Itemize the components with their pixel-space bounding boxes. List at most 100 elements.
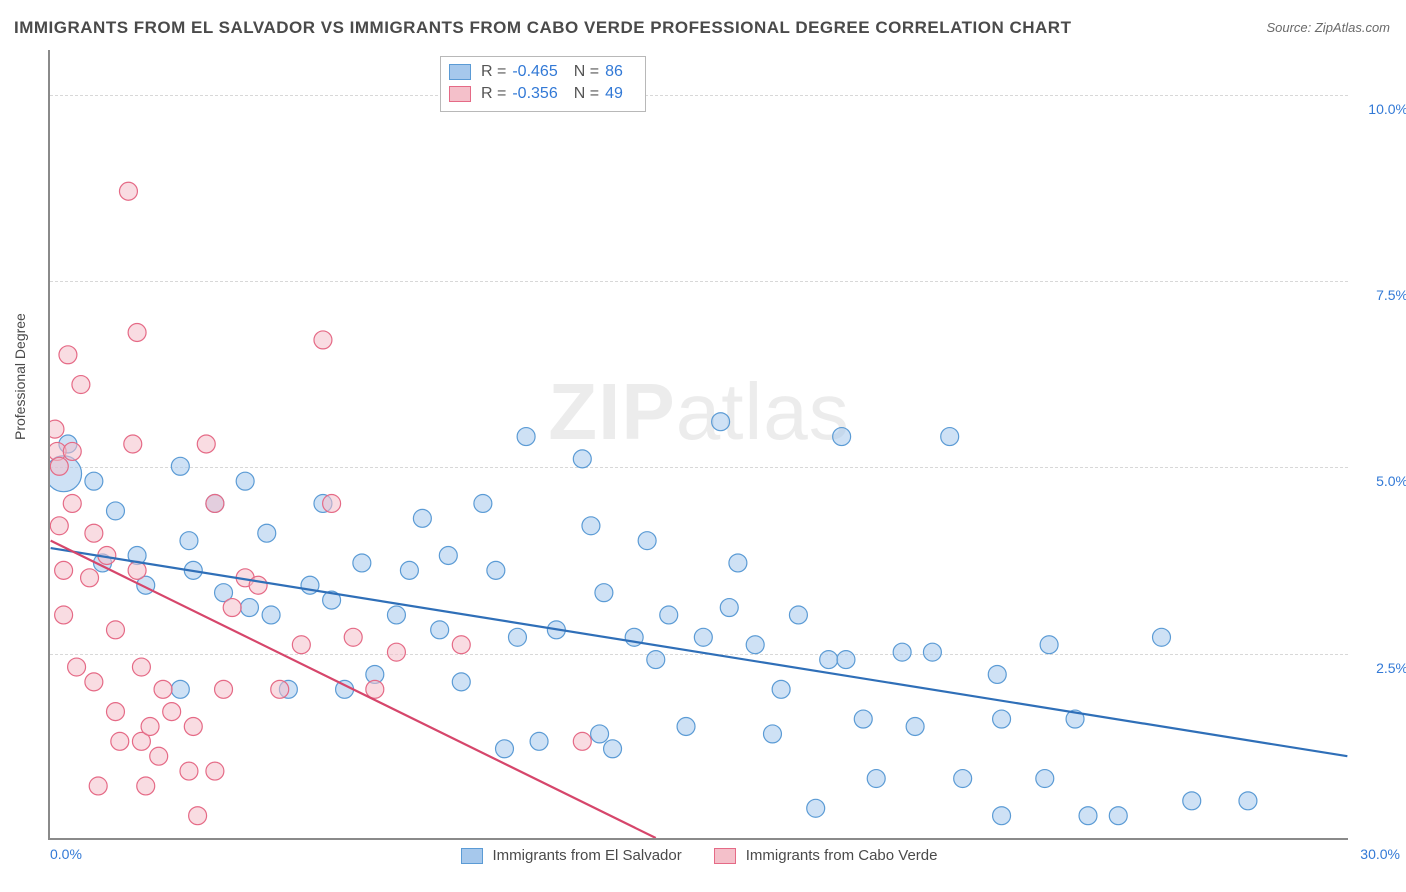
r-label: R = xyxy=(481,61,506,83)
y-tick-label: 2.5% xyxy=(1354,660,1406,676)
data-point xyxy=(923,643,941,661)
data-point xyxy=(941,428,959,446)
data-point xyxy=(595,584,613,602)
legend-stats-row: R = -0.356 N = 49 xyxy=(449,83,633,105)
data-point xyxy=(720,599,738,617)
data-point xyxy=(119,182,137,200)
data-point xyxy=(660,606,678,624)
data-point xyxy=(400,561,418,579)
legend-item-cabo-verde: Immigrants from Cabo Verde xyxy=(714,847,938,864)
data-point xyxy=(124,435,142,453)
data-point xyxy=(837,651,855,669)
data-point xyxy=(496,740,514,758)
data-point xyxy=(344,628,362,646)
data-point xyxy=(906,718,924,736)
data-point xyxy=(55,561,73,579)
data-point xyxy=(128,561,146,579)
data-point xyxy=(573,732,591,750)
data-point xyxy=(171,457,189,475)
plot-area: ZIPatlas 2.5%5.0%7.5%10.0% 0.0% 30.0% R … xyxy=(48,50,1348,840)
legend-bottom: Immigrants from El Salvador Immigrants f… xyxy=(50,847,1348,864)
data-point xyxy=(111,732,129,750)
plot-svg xyxy=(50,50,1348,838)
data-point xyxy=(81,569,99,587)
data-point xyxy=(1036,770,1054,788)
data-point xyxy=(63,442,81,460)
data-point xyxy=(582,517,600,535)
y-axis-label: Professional Degree xyxy=(12,313,28,440)
data-point xyxy=(530,732,548,750)
source-label: Source: ZipAtlas.com xyxy=(1266,20,1390,35)
data-point xyxy=(854,710,872,728)
data-point xyxy=(789,606,807,624)
data-point xyxy=(1040,636,1058,654)
data-point xyxy=(68,658,86,676)
data-point xyxy=(323,494,341,512)
chart-title: IMMIGRANTS FROM EL SALVADOR VS IMMIGRANT… xyxy=(14,18,1071,38)
data-point xyxy=(180,532,198,550)
data-point xyxy=(132,658,150,676)
r-label: R = xyxy=(481,83,506,105)
data-point xyxy=(712,413,730,431)
data-point xyxy=(353,554,371,572)
data-point xyxy=(591,725,609,743)
data-point xyxy=(292,636,310,654)
data-point xyxy=(833,428,851,446)
r-value-cabo-verde: -0.356 xyxy=(512,83,557,105)
data-point xyxy=(746,636,764,654)
data-point xyxy=(258,524,276,542)
data-point xyxy=(150,747,168,765)
data-point xyxy=(171,680,189,698)
n-label: N = xyxy=(574,83,599,105)
data-point xyxy=(893,643,911,661)
data-point xyxy=(638,532,656,550)
y-tick-label: 5.0% xyxy=(1354,473,1406,489)
data-point xyxy=(107,502,125,520)
data-point xyxy=(50,420,64,438)
legend-label-cabo-verde: Immigrants from Cabo Verde xyxy=(746,847,938,864)
data-point xyxy=(729,554,747,572)
data-point xyxy=(508,628,526,646)
data-point xyxy=(993,807,1011,825)
x-tick-max: 30.0% xyxy=(1360,846,1400,862)
data-point xyxy=(439,547,457,565)
swatch-cabo-verde xyxy=(449,86,471,102)
data-point xyxy=(413,509,431,527)
data-point xyxy=(206,494,224,512)
data-point xyxy=(1153,628,1171,646)
data-point xyxy=(387,606,405,624)
data-point xyxy=(988,665,1006,683)
data-point xyxy=(1079,807,1097,825)
data-point xyxy=(184,718,202,736)
data-point xyxy=(223,599,241,617)
data-point xyxy=(206,762,224,780)
data-point xyxy=(452,673,470,691)
data-point xyxy=(249,576,267,594)
data-point xyxy=(189,807,207,825)
data-point xyxy=(647,651,665,669)
data-point xyxy=(387,643,405,661)
y-tick-label: 10.0% xyxy=(1354,101,1406,117)
data-point xyxy=(137,777,155,795)
data-point xyxy=(954,770,972,788)
data-point xyxy=(694,628,712,646)
data-point xyxy=(807,799,825,817)
swatch-cabo-verde xyxy=(714,848,736,864)
data-point xyxy=(72,376,90,394)
data-point xyxy=(772,680,790,698)
data-point xyxy=(1239,792,1257,810)
data-point xyxy=(50,457,68,475)
data-point xyxy=(163,703,181,721)
data-point xyxy=(154,680,172,698)
data-point xyxy=(85,472,103,490)
data-point xyxy=(993,710,1011,728)
data-point xyxy=(236,472,254,490)
swatch-el-salvador xyxy=(449,64,471,80)
n-label: N = xyxy=(574,61,599,83)
r-value-el-salvador: -0.465 xyxy=(512,61,557,83)
data-point xyxy=(63,494,81,512)
swatch-el-salvador xyxy=(461,848,483,864)
legend-stats-row: R = -0.465 N = 86 xyxy=(449,61,633,83)
data-point xyxy=(141,718,159,736)
data-point xyxy=(128,324,146,342)
